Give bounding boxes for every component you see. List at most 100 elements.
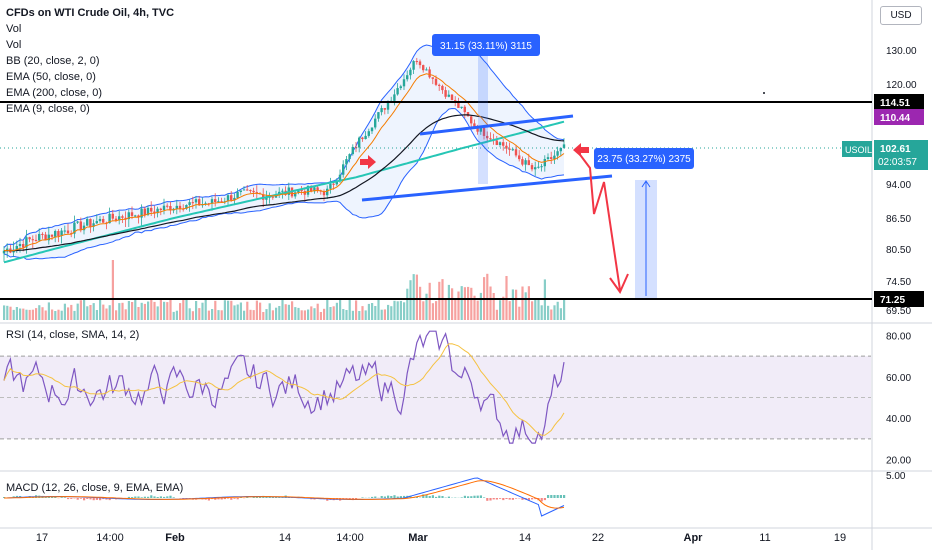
time-label: 14:00 [336,532,364,544]
volume-bar [76,303,79,320]
rsi-line [3,330,565,444]
volume-bar [166,302,169,320]
volume-bar [454,298,457,320]
indicator-vol-2[interactable]: Vol [6,39,22,51]
volume-bar [220,310,223,320]
volume-bar [435,301,438,320]
candle-body [89,218,92,227]
candle-body [239,190,242,192]
macd-hist-bar [492,498,495,500]
volume-bar [179,303,182,320]
candle-body [118,216,121,221]
volume-bar [287,304,290,320]
macd-hist-bar [255,496,258,498]
volume-bar [515,289,518,320]
macd-hist-bar [540,498,543,502]
candle-body [406,75,409,80]
volume-bar [3,305,6,320]
candle-body [454,100,457,102]
macd-hist-bar [508,498,511,500]
macd-title[interactable]: MACD (12, 26, close, 9, EMA, EMA) [6,482,184,494]
candle-body [316,187,319,191]
volume-bar [175,310,178,320]
candle-body [210,199,214,204]
volume-bar [243,310,246,320]
price-tick: 69.50 [886,306,911,317]
candle-body [479,126,482,132]
volume-bar [31,309,34,320]
macd-hist-bar [102,498,105,500]
indicator-ema200[interactable]: EMA (200, close, 0) [6,87,102,99]
volume-bar [198,308,201,320]
candle-body [28,237,31,240]
volume-bar [67,307,70,320]
macd-hist-bar [252,496,255,498]
volume-bar [95,310,98,320]
volume-bar [140,302,143,320]
indicator-bb[interactable]: BB (20, close, 2, 0) [6,55,100,67]
volume-bar [457,291,460,320]
volume-bar [108,305,111,320]
volume-bar [105,308,108,320]
volume-bar [297,307,300,320]
label-71-bg [874,291,924,307]
volume-bar [534,299,537,320]
candle-body [198,199,201,206]
macd-hist-bar [105,498,108,500]
volume-bar [367,303,370,320]
candle-body [431,77,434,79]
candle-body [236,191,239,198]
macd-hist-bar [515,498,518,499]
indicator-vol-1[interactable]: Vol [6,23,22,35]
indicator-ema9[interactable]: EMA (9, close, 0) [6,103,90,115]
volume-bar [316,303,319,320]
macd-hist-bar [431,495,434,498]
candle-body [226,195,230,202]
candle-body [342,164,345,175]
candle-body [521,159,524,165]
rsi-ma-line [3,343,565,436]
candle-body [466,112,470,117]
volume-bar [278,306,281,320]
rsi-tick: 80.00 [886,331,911,342]
volume-bar [540,305,543,320]
measure-top-label-bg [432,34,540,56]
macd-hist-bar [521,498,524,500]
rsi-title[interactable]: RSI (14, close, SMA, 14, 2) [6,329,140,341]
price-tick: 120.00 [886,80,917,91]
candle-body [364,135,367,140]
volume-bar [156,306,159,320]
macd-hist-bar [505,498,508,499]
volume-bar [492,293,495,320]
volume-bar [182,298,185,320]
candle-body [47,234,50,241]
macd-hist-bar [239,497,242,498]
macd-hist-bar [531,498,534,500]
candle-body [22,244,25,248]
currency-selector[interactable]: USD [880,6,922,25]
rsi-tick: 20.00 [886,456,911,467]
macd-hist-bar [60,497,63,498]
label-114-bg [874,94,924,110]
indicator-ema50[interactable]: EMA (50, close, 0) [6,71,96,83]
candle-body [402,79,406,87]
candle-body [57,230,60,237]
volume-bar [60,310,63,320]
volume-bar [54,311,57,320]
volume-bar [342,309,345,320]
label-110-bg [874,109,924,125]
candle-body [130,212,134,216]
volume-bar [143,303,146,320]
volume-bar [92,303,95,320]
volume-bar [313,308,316,320]
time-label: Mar [408,532,428,544]
candle-body [121,216,124,218]
volume-bar [127,301,130,320]
candle-body [294,192,297,197]
candle-body [44,234,47,241]
volume-bar [6,305,9,320]
volume-bar [489,286,492,320]
red-arrow-left [360,155,376,169]
